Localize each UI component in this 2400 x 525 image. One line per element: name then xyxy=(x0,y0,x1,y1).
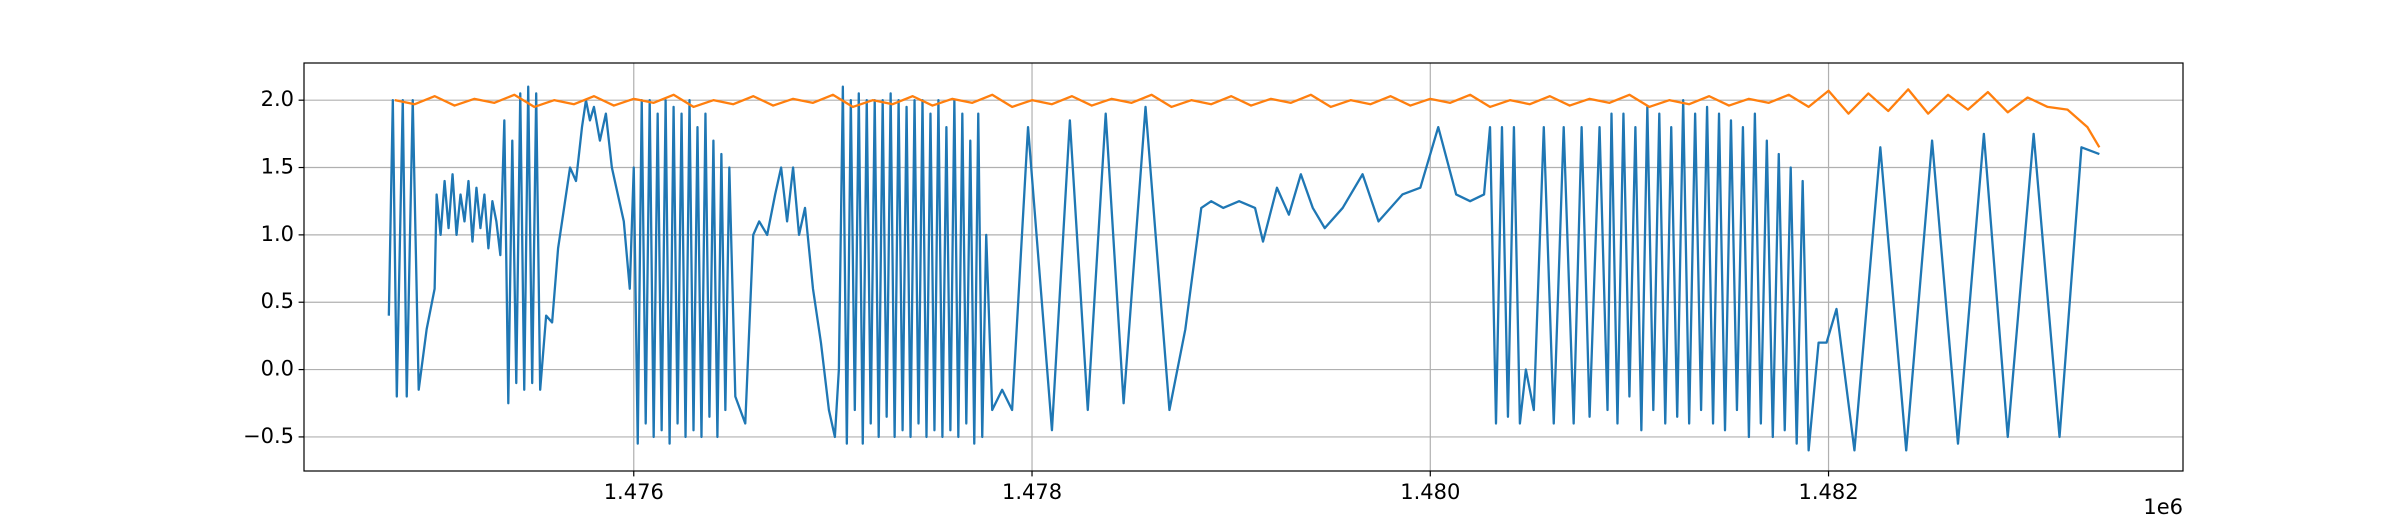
plot-area xyxy=(387,85,2101,452)
y-tick-label: 2.0 xyxy=(261,87,294,111)
x-offset-label: 1e6 xyxy=(2143,495,2183,519)
axes-frame xyxy=(303,62,2184,472)
y-tick-label: −0.5 xyxy=(243,424,294,448)
x-tick-label: 1.478 xyxy=(1002,480,1062,504)
x-tick-label: 1.476 xyxy=(604,480,664,504)
y-tick-label: 0.5 xyxy=(261,289,294,313)
data-line xyxy=(387,85,2100,452)
y-tick-label: 0.0 xyxy=(261,357,294,381)
y-tick-label: 1.0 xyxy=(261,222,294,246)
grid xyxy=(304,63,2183,471)
x-tick-label: 1.480 xyxy=(1400,480,1460,504)
x-tick-label: 1.482 xyxy=(1798,480,1858,504)
ticks: 1.476 1.478 1.480 1.482 −0.5 0.0 0.5 1.0 1.5 2.0 xyxy=(243,87,1859,504)
y-tick-label: 1.5 xyxy=(261,155,294,179)
data-line xyxy=(394,88,2101,148)
